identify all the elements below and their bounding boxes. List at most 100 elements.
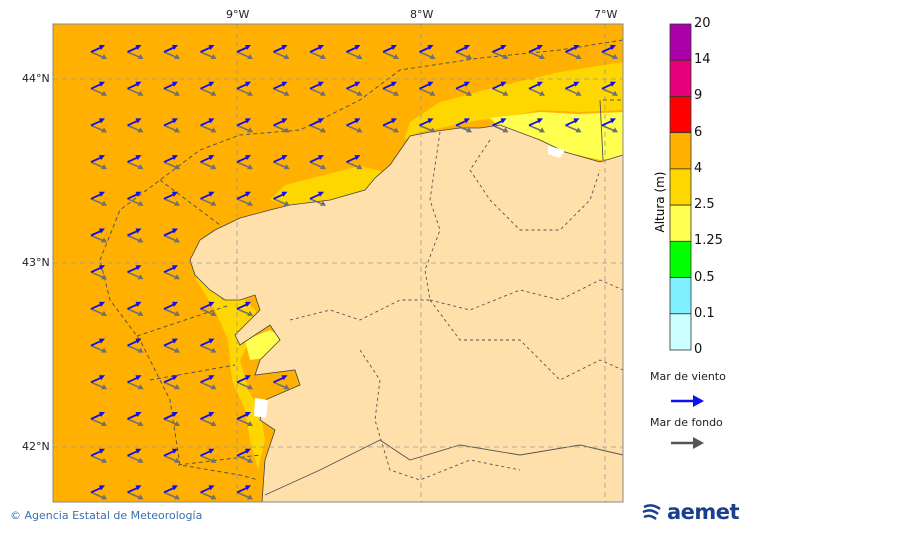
wave-arrow: [346, 155, 363, 170]
wave-arrow: [200, 485, 217, 500]
graticule: [53, 24, 623, 502]
wave-arrow: [382, 118, 399, 133]
map-frame: [52, 23, 624, 503]
colorbar-tick-label: 4: [694, 160, 703, 176]
wave-arrow: [236, 448, 253, 463]
wave-arrow: [163, 338, 180, 353]
swell-arrow-icon: [671, 437, 704, 449]
wave-arrow: [163, 412, 180, 426]
colorbar-segment: [669, 23, 692, 61]
aemet-logo: aemet: [642, 500, 740, 524]
white-patch: [548, 146, 565, 158]
wave-arrow: [163, 118, 180, 133]
wave-arrow: [200, 338, 217, 353]
lat-label: 43°N: [22, 256, 50, 269]
colorbar: [669, 23, 692, 351]
wave-arrow: [90, 81, 107, 96]
wave-arrow: [163, 81, 180, 96]
wave-arrow: [346, 118, 363, 133]
wave-arrow: [200, 81, 217, 96]
wave-direction-arrows: [90, 45, 618, 500]
aemet-logo-icon: [642, 504, 661, 520]
wave-arrow: [163, 228, 180, 243]
wave-arrow: [565, 45, 582, 59]
wave-arrow: [90, 155, 107, 170]
wave-arrow: [90, 485, 107, 500]
wave-arrow: [273, 155, 290, 170]
wave-arrow: [163, 191, 180, 206]
wave-arrow: [236, 81, 253, 96]
sea-band-1-25-2-5m: [490, 112, 623, 160]
wave-arrow: [419, 81, 436, 96]
wave-arrow: [127, 81, 144, 96]
sea-band-2-5-4m: [404, 62, 623, 140]
wave-arrow: [163, 448, 180, 463]
wave-arrow: [127, 118, 144, 133]
wave-arrow: [273, 45, 290, 59]
wave-arrow: [90, 448, 107, 463]
wave-arrow: [528, 81, 545, 96]
colorbar-segment: [669, 168, 692, 206]
wave-arrow: [127, 338, 144, 353]
wave-arrow: [236, 191, 253, 206]
wave-arrow: [127, 412, 144, 426]
colorbar-segment: [669, 132, 692, 170]
colorbar-tick-label: 14: [694, 52, 711, 68]
province-borders: [289, 131, 624, 481]
colorbar-tick-label: 0.5: [694, 269, 715, 285]
wave-arrow: [528, 118, 545, 133]
wave-arrow: [163, 375, 180, 390]
lon-label: 8°W: [410, 8, 434, 21]
wave-arrow: [200, 301, 217, 316]
wave-arrow: [127, 191, 144, 206]
wave-arrow: [309, 81, 326, 96]
colorbar-segment: [669, 277, 692, 315]
maritime-zone-boundary: [99, 39, 624, 481]
colorbar-segment: [669, 59, 692, 97]
wave-arrow: [601, 45, 618, 59]
wave-arrow: [200, 118, 217, 133]
wave-arrow: [492, 118, 509, 133]
colorbar-tick-label: 20: [694, 16, 711, 31]
white-patch: [254, 398, 268, 418]
wave-arrow: [273, 191, 290, 206]
wave-arrow: [492, 45, 509, 59]
wind-sea-arrow-icon: [671, 395, 704, 407]
land-galicia: [189, 124, 624, 503]
wave-arrow: [200, 375, 217, 390]
wave-arrow: [309, 45, 326, 59]
wave-arrow: [236, 118, 253, 133]
wave-arrow: [565, 118, 582, 133]
colorbar-segment: [669, 240, 692, 278]
wave-arrow: [601, 118, 618, 133]
lat-label: 44°N: [22, 72, 50, 85]
sea-band-2-5-4m-west: [270, 166, 385, 206]
wave-arrow: [127, 155, 144, 170]
wave-arrow: [309, 118, 326, 133]
wave-arrow: [163, 155, 180, 170]
wave-arrow: [455, 81, 472, 96]
wave-arrow: [90, 228, 107, 243]
wave-arrow: [492, 81, 509, 96]
wave-arrow: [419, 45, 436, 59]
wave-arrow: [236, 485, 253, 500]
wave-arrow: [273, 375, 290, 390]
sea-band-1-25-2-5m-rias: [245, 330, 285, 360]
colorbar-tick-label: 2.5: [694, 197, 715, 213]
wave-arrow: [90, 301, 107, 316]
wave-arrow: [309, 155, 326, 170]
colorbar-title: Altura (m): [653, 171, 667, 233]
wave-arrow: [200, 45, 217, 59]
wave-arrow: [200, 155, 217, 170]
wave-arrow: [127, 45, 144, 59]
wave-arrow: [200, 191, 217, 206]
wave-arrow: [90, 191, 107, 206]
wave-arrow: [346, 81, 363, 96]
wave-arrow: [90, 412, 107, 426]
logo-text: aemet: [667, 500, 740, 524]
wave-arrow: [419, 118, 436, 133]
wave-arrow: [90, 118, 107, 133]
colorbar-segment: [669, 96, 692, 134]
wave-arrow: [382, 45, 399, 59]
wave-arrow: [127, 265, 144, 280]
